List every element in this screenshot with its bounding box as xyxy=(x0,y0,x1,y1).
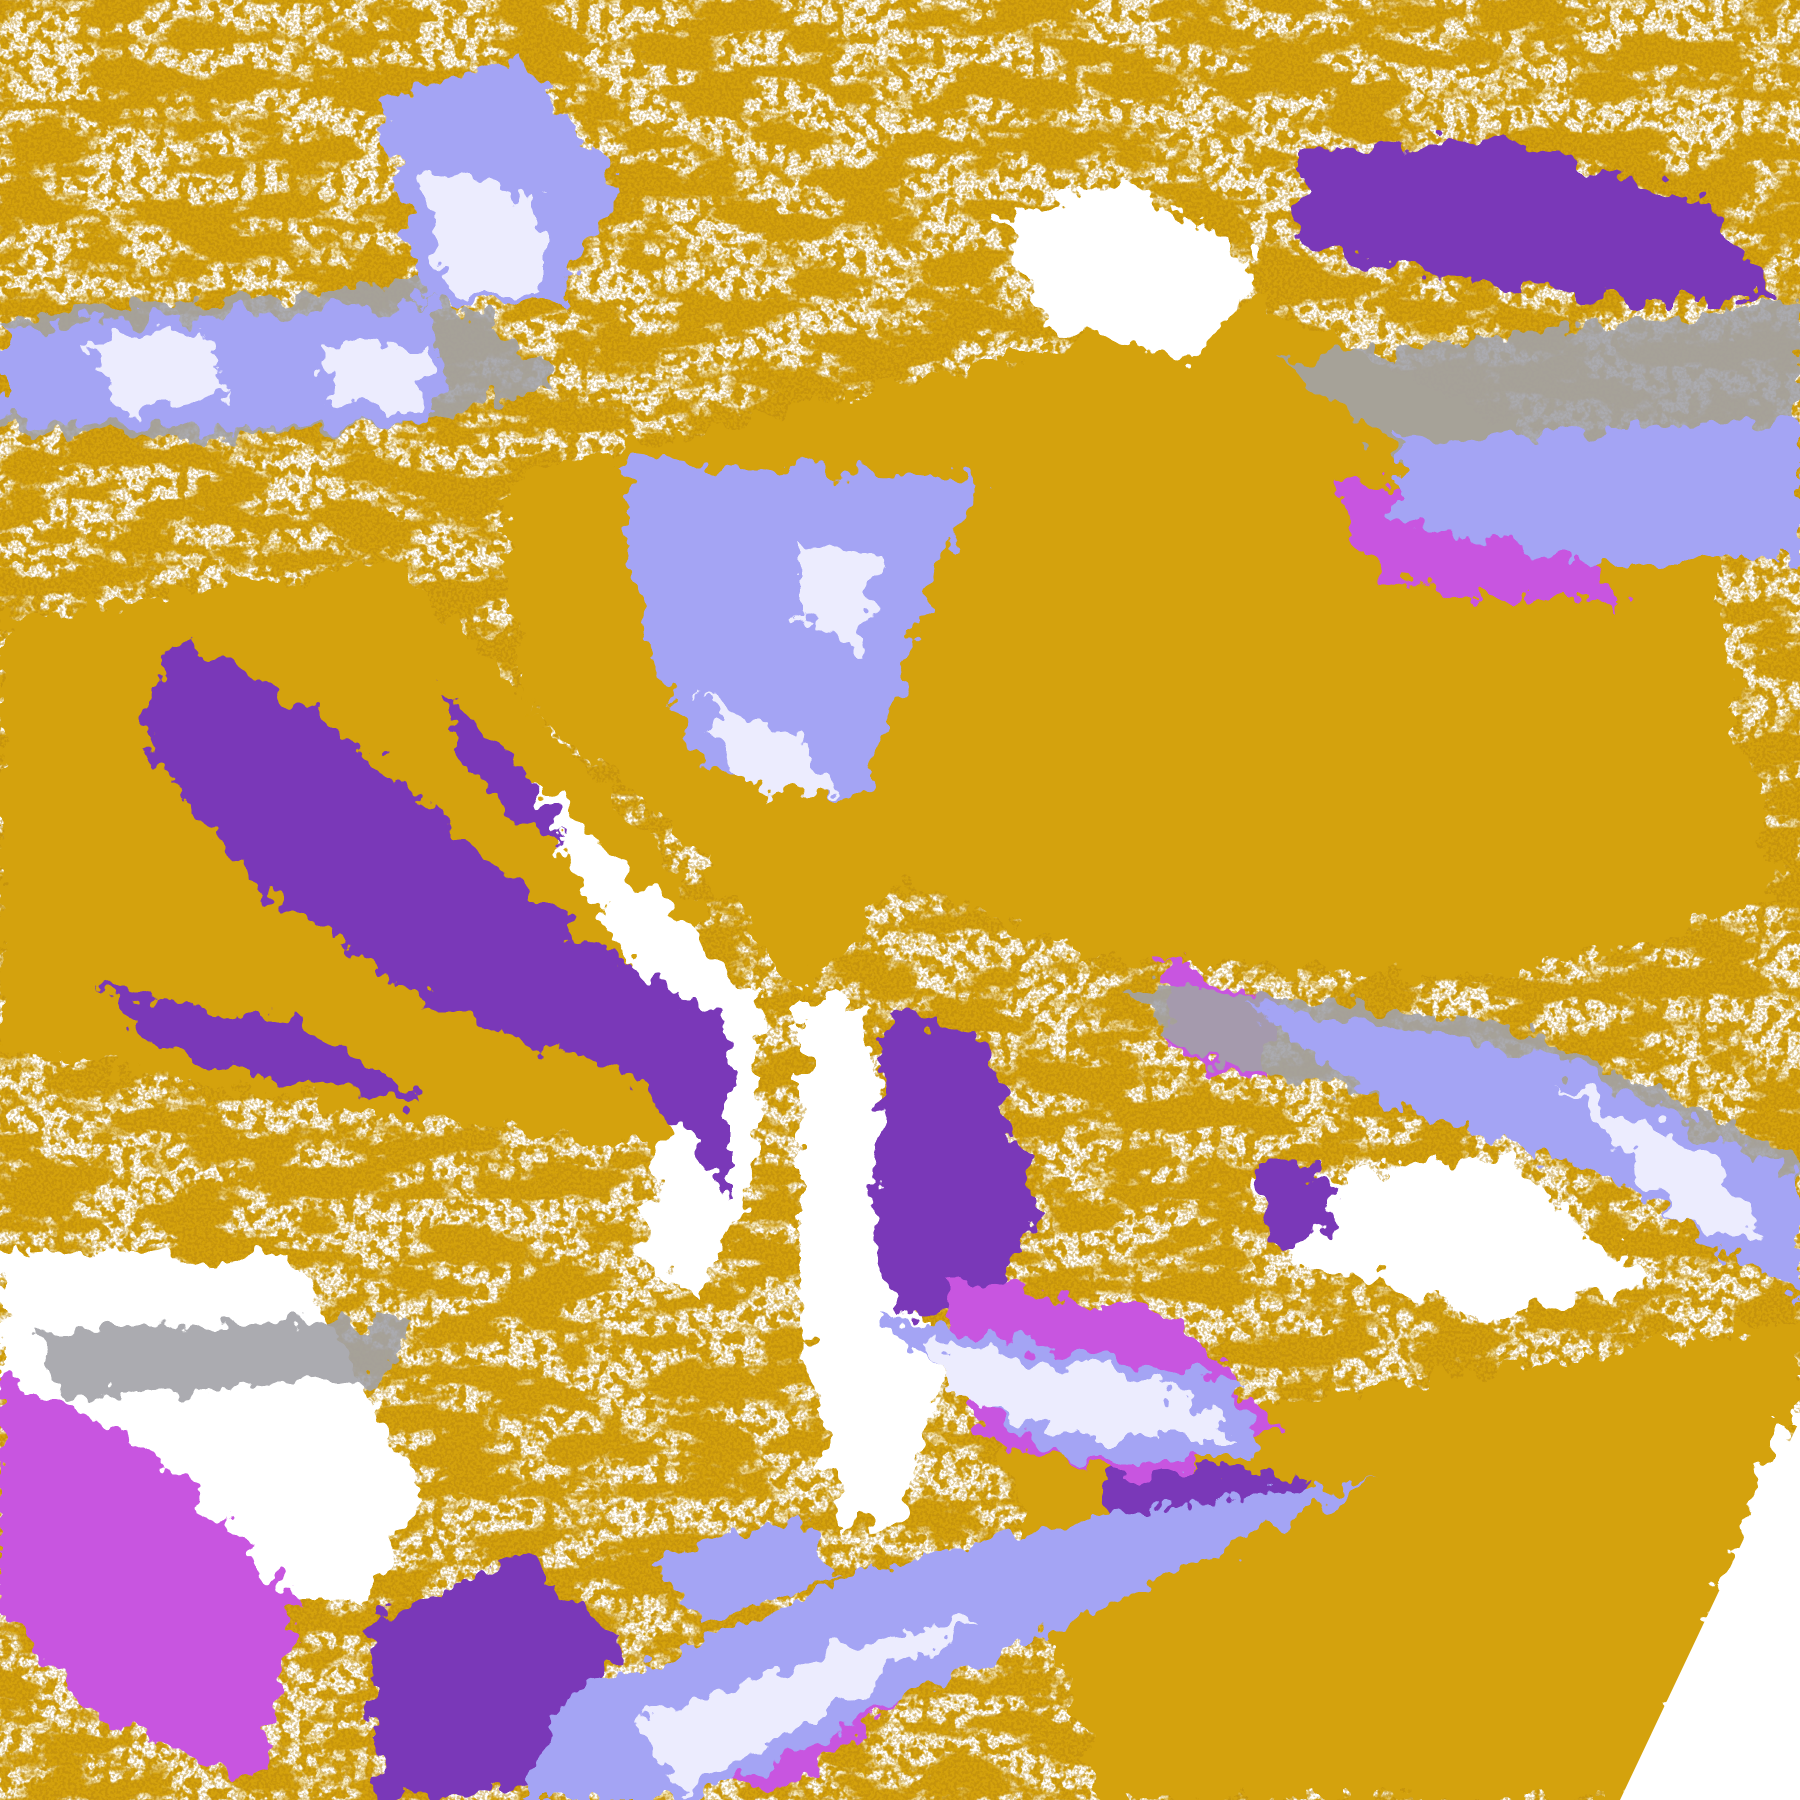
purple-cloud-regions xyxy=(100,140,1780,1800)
pale-cloud-tops xyxy=(90,170,1760,1790)
no-data-triangle-icon xyxy=(1620,1420,1800,1800)
